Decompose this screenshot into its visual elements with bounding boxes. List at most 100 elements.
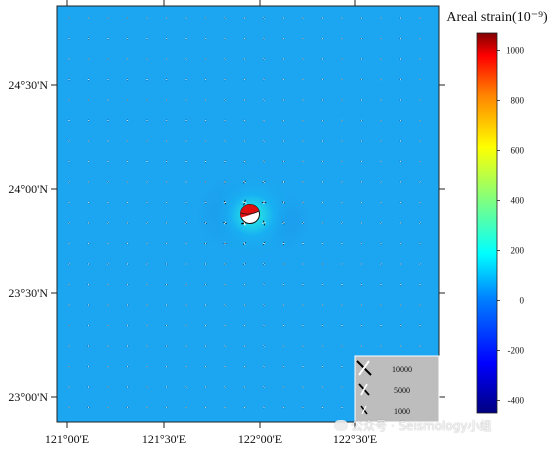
legend-box (354, 355, 440, 423)
extension-axis-mark (263, 324, 265, 327)
extension-axis-mark (204, 78, 207, 81)
colorbar-ticks: 1000 800 600 400 200 0 -200 -400 (497, 46, 525, 406)
extension-axis-mark (282, 201, 285, 204)
map-panel (56, 5, 440, 423)
colorbar-title: Areal strain(10⁻⁹) (446, 10, 548, 25)
extension-axis-mark (224, 37, 226, 40)
extension-axis-mark (224, 78, 226, 81)
focal-mechanism-beachball (240, 204, 260, 224)
extension-axis-mark (399, 222, 402, 224)
extension-axis-mark (263, 304, 265, 306)
extension-axis-mark (360, 222, 363, 224)
extension-axis-mark (243, 119, 246, 122)
legend-symbol-5000 (358, 383, 370, 396)
extension-axis-mark (126, 242, 129, 245)
extension-axis-mark (341, 201, 343, 204)
extension-axis-mark (243, 181, 246, 183)
extension-axis-mark (399, 160, 402, 163)
extension-axis-mark (107, 263, 109, 265)
extension-axis-mark (243, 242, 246, 245)
extension-axis-mark (87, 201, 90, 204)
extension-axis-mark (223, 201, 227, 204)
extension-axis-mark (243, 345, 246, 347)
extension-axis-mark (126, 181, 129, 183)
colorbar-tick-label: -400 (508, 396, 525, 406)
extension-axis-mark (243, 324, 246, 327)
colorbar-tick-label: 1000 (506, 46, 525, 56)
extension-axis-mark (302, 222, 304, 224)
extension-axis-mark (282, 304, 285, 306)
lat-label: 24°00'N (8, 182, 48, 196)
extension-axis-mark (360, 201, 363, 204)
extension-axis-mark (263, 283, 265, 286)
extension-axis-mark (243, 99, 246, 101)
extension-axis-mark (263, 78, 265, 81)
extension-axis-mark (419, 201, 421, 204)
extension-axis-mark (341, 222, 343, 224)
extension-axis-mark (282, 345, 285, 347)
extension-axis-mark (380, 181, 382, 183)
extension-axis-mark (224, 140, 226, 142)
extension-axis-mark (146, 201, 148, 204)
extension-axis-mark (146, 181, 148, 183)
extension-axis-mark (204, 406, 207, 409)
extension-axis-mark (263, 99, 265, 101)
extension-axis-mark (242, 201, 247, 204)
extension-axis-mark (126, 222, 129, 224)
extension-axis-mark (185, 406, 187, 409)
extension-axis-mark (263, 365, 265, 368)
extension-axis-mark (87, 160, 90, 163)
extension-axis-mark (87, 263, 90, 265)
extension-axis-mark (224, 324, 226, 327)
extension-axis-mark (243, 406, 246, 409)
extension-axis-mark (243, 160, 246, 163)
extension-axis-mark (302, 201, 304, 204)
extension-axis-mark (302, 386, 304, 388)
extension-axis-mark (68, 242, 70, 245)
extension-axis-mark (302, 406, 304, 409)
extension-axis-mark (87, 222, 90, 224)
legend-symbol-10000 (356, 360, 372, 376)
extension-axis-mark (282, 386, 285, 388)
extension-axis-mark (185, 17, 187, 19)
extension-axis-mark (126, 201, 129, 204)
legend-scale-label: 1000 (394, 407, 410, 416)
extension-axis-mark (282, 58, 285, 60)
extension-axis-mark (360, 181, 363, 183)
extension-axis-mark (107, 160, 109, 163)
extension-axis-mark (165, 201, 168, 204)
extension-axis-mark (224, 283, 226, 286)
extension-axis-mark (341, 181, 343, 183)
latitude-labels: 24°30'N 24°00'N 23°30'N 23°00'N (8, 78, 48, 404)
extension-axis-mark (263, 263, 265, 265)
extension-axis-mark (282, 406, 285, 409)
watermark: 公众号 · Seismology小组 (334, 417, 491, 434)
extension-axis-mark (380, 201, 382, 204)
lon-label: 122°00'E (238, 432, 282, 446)
extension-axis-mark (243, 386, 246, 388)
extension-axis-mark (321, 222, 324, 224)
extension-axis-mark (243, 17, 246, 19)
extension-axis-mark (282, 17, 285, 19)
extension-axis-mark (302, 58, 304, 60)
extension-axis-mark (282, 99, 285, 101)
extension-axis-mark (243, 78, 246, 81)
extension-axis-mark (204, 222, 207, 224)
colorbar-tick-label: 800 (511, 96, 525, 106)
colorbar: Areal strain(10⁻⁹) 1000 800 600 400 200 0 -200… (446, 10, 548, 414)
extension-axis-mark (419, 181, 421, 183)
extension-axis-mark (243, 140, 246, 142)
extension-axis-mark (282, 324, 285, 327)
extension-axis-mark (341, 242, 343, 245)
longitude-labels: 121°00'E 121°30'E 122°00'E 122°30'E (45, 432, 377, 446)
extension-axis-mark (224, 345, 226, 347)
extension-axis-mark (263, 140, 265, 142)
extension-axis-mark (419, 242, 421, 245)
extension-axis-mark (204, 386, 207, 388)
extension-axis-mark (68, 201, 70, 204)
extension-axis-mark (263, 180, 265, 184)
extension-axis-mark (262, 242, 266, 245)
colorbar-tick-label: -200 (508, 346, 525, 356)
extension-axis-mark (107, 222, 109, 224)
extension-axis-mark (282, 119, 285, 122)
